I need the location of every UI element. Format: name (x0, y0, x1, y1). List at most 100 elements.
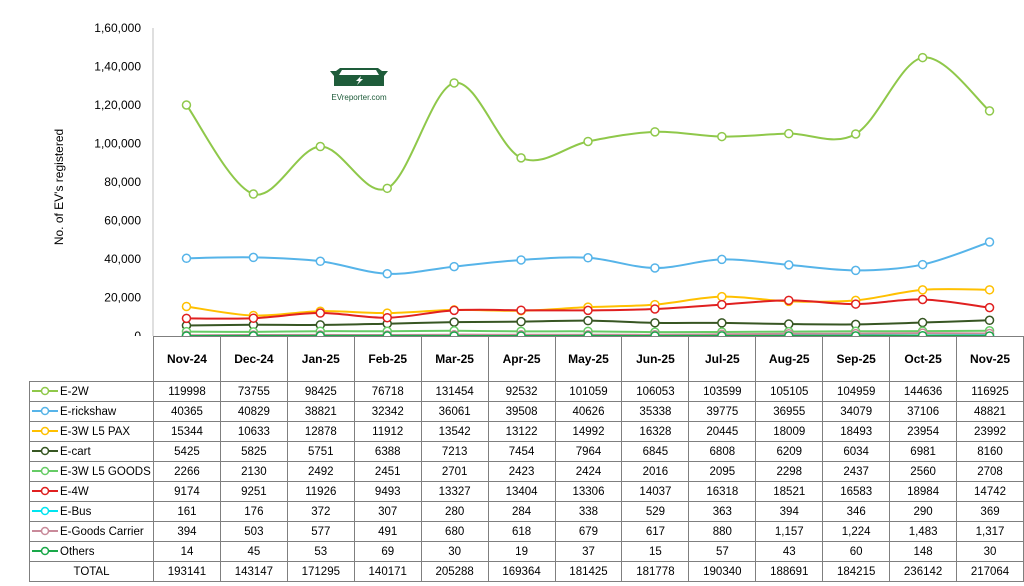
legend-label: Others (60, 545, 95, 558)
data-point-e-4w (850, 299, 861, 309)
data-label: 37 (554, 541, 623, 562)
data-label: 144636 (889, 381, 958, 402)
data-point-e-2w (449, 78, 459, 88)
data-label: 40829 (219, 401, 288, 422)
total-value: 169364 (487, 561, 556, 582)
data-point-e-rickshaw (315, 256, 326, 267)
data-point-e-rickshaw (516, 255, 526, 265)
data-label: 10633 (219, 421, 288, 442)
data-label: 14 (153, 541, 221, 562)
data-label: 12878 (286, 421, 355, 442)
data-label: 2095 (688, 461, 757, 482)
data-label: 372 (286, 501, 355, 522)
data-label: 1,317 (956, 521, 1024, 542)
y-axis: 0 20,000 40,000 60,000 80,000 1,00,000 1,20,00… (94, 21, 154, 336)
legend-label: E-cart (60, 445, 91, 458)
data-label: 6808 (688, 441, 757, 462)
data-point-e-rickshaw (583, 253, 593, 263)
data-label: 76718 (353, 381, 422, 402)
data-point-e-rickshaw (650, 263, 660, 273)
data-point-e-2w (650, 127, 660, 137)
data-point-e-3w-l5-pax (984, 285, 995, 295)
total-value: 143147 (219, 561, 288, 582)
data-label: 5751 (286, 441, 355, 462)
data-label: 11912 (353, 421, 422, 442)
y-tick-label: 1,60,000 (94, 21, 141, 35)
x-category-label: Nov-25 (956, 336, 1024, 382)
data-label: 9493 (353, 481, 422, 502)
data-label: 307 (353, 501, 422, 522)
data-label: 2492 (286, 461, 355, 482)
data-label: 148 (889, 541, 958, 562)
x-category-label: Dec-24 (219, 336, 288, 382)
data-label: 15344 (153, 421, 221, 442)
data-label: 2424 (554, 461, 623, 482)
data-point-e-3w-l5-pax (717, 291, 727, 302)
series-e-rickshaw (181, 237, 995, 279)
y-tick-label: 40,000 (104, 252, 141, 266)
data-point-e-rickshaw (248, 252, 259, 263)
total-value: 193141 (153, 561, 221, 582)
data-label: 34079 (822, 401, 891, 422)
legend-key-icon (32, 407, 58, 416)
data-point-e-2w (850, 129, 861, 139)
legend-entry: E-2W (29, 381, 154, 402)
data-label: 503 (219, 521, 288, 542)
y-tick-label: 0 (134, 329, 141, 336)
table-row: E-Bus 161 176 372 307 280 284 338 529 363 394 346 29… (29, 501, 1024, 522)
data-point-others (181, 331, 192, 336)
legend-entry: E-rickshaw (29, 401, 154, 422)
data-point-e-cart (717, 318, 727, 328)
data-label: 7213 (420, 441, 489, 462)
legend-key-icon (32, 507, 58, 516)
total-row: TOTAL 193141 143147 171295 140171 205288 16936… (29, 561, 1024, 582)
data-point-e-4w (583, 305, 593, 316)
data-label: 2266 (153, 461, 221, 482)
data-point-e-rickshaw (917, 259, 928, 270)
data-label: 57 (688, 541, 757, 562)
data-label: 529 (621, 501, 690, 522)
data-label: 13122 (487, 421, 556, 442)
data-point-e-4w (717, 299, 727, 310)
table-row: E-3W L5 PAX 15344 10633 12878 11912 13542 1312… (29, 421, 1024, 442)
data-point-e-2w (917, 52, 928, 63)
data-label: 39508 (487, 401, 556, 422)
data-label: 40626 (554, 401, 623, 422)
legend-entry: E-3W L5 GOODS (29, 461, 154, 482)
table-corner (29, 336, 154, 382)
data-label: 679 (554, 521, 623, 542)
data-point-e-3w-l5-pax (917, 285, 928, 295)
x-category-label: Mar-25 (420, 336, 489, 382)
data-point-others (583, 331, 593, 336)
data-label: 20445 (688, 421, 757, 442)
legend-entry: Others (29, 541, 154, 562)
data-label: 2016 (621, 461, 690, 482)
data-label: 338 (554, 501, 623, 522)
legend-label: E-2W (60, 385, 89, 398)
data-label: 18493 (822, 421, 891, 442)
legend-label: E-4W (60, 485, 89, 498)
data-label: 101059 (554, 381, 623, 402)
data-label: 5425 (153, 441, 221, 462)
data-label: 1,483 (889, 521, 958, 542)
data-point-others (516, 331, 526, 336)
table-row: E-4W 9174 9251 11926 9493 13327 13404 13306 1403… (29, 481, 1024, 502)
data-point-e-4w (181, 313, 192, 324)
data-label: 2708 (956, 461, 1024, 482)
data-label: 617 (621, 521, 690, 542)
data-point-e-cart (984, 315, 995, 326)
y-tick-label: 20,000 (104, 291, 141, 305)
data-label: 346 (822, 501, 891, 522)
evreporter-logo: EVreporter.com (326, 64, 392, 106)
data-label: 69 (353, 541, 422, 562)
data-label: 2437 (822, 461, 891, 482)
data-label: 14992 (554, 421, 623, 442)
x-category-label: Apr-25 (487, 336, 556, 382)
data-point-others (315, 331, 326, 336)
x-category-label: Jan-25 (286, 336, 355, 382)
data-label: 16328 (621, 421, 690, 442)
data-label: 369 (956, 501, 1024, 522)
table-row: E-rickshaw 40365 40829 38821 32342 36061 39508… (29, 401, 1024, 422)
data-point-e-2w (984, 106, 995, 116)
data-label: 16583 (822, 481, 891, 502)
